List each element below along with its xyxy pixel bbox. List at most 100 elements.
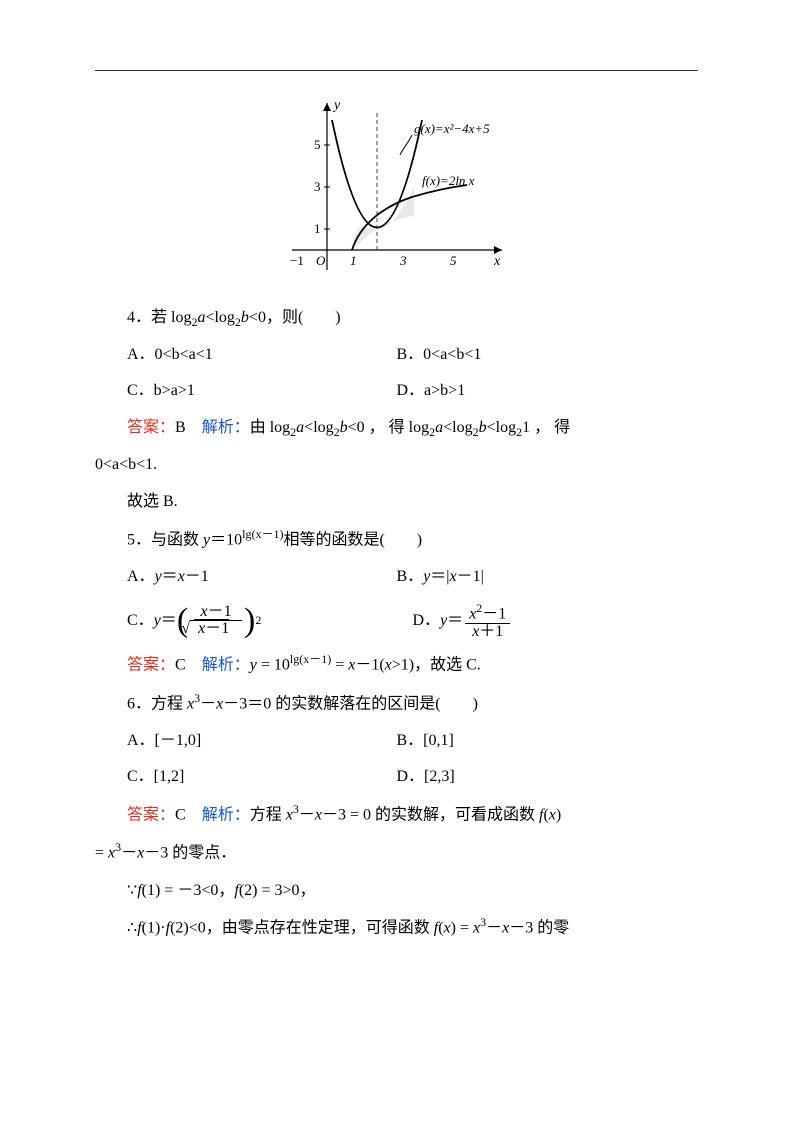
text: －3 的零 xyxy=(509,920,569,937)
text: (2) = 3>0， xyxy=(239,882,316,899)
svg-text:3: 3 xyxy=(399,253,407,268)
svg-text:g(x)=x²−4x+5: g(x)=x²−4x+5 xyxy=(414,121,490,136)
text: － xyxy=(299,807,315,824)
explain-label: 解析： xyxy=(202,419,250,436)
text: (2)<0，由零点存在性定理，可得函数 xyxy=(170,920,434,937)
text: <log xyxy=(443,419,472,436)
text: 1 ， 得 xyxy=(522,419,570,436)
q5-stem: 5．与函数 y＝10lg(x－1)相等的函数是( ) xyxy=(95,521,698,559)
q4-expl-line2: 0<a<b<1. xyxy=(95,447,698,484)
option-text: D．[2,3] xyxy=(397,768,455,785)
option-text: A．[－1,0] xyxy=(127,732,201,749)
denominator: x－1√ xyxy=(190,621,242,638)
q4-row1: A．0<b<a<1 B．0<a<b<1 xyxy=(95,337,698,374)
text: 6．方程 xyxy=(127,695,187,712)
text: ＋1 xyxy=(479,623,503,640)
sup: lg(x－1) xyxy=(242,527,283,541)
option-text: D．a>b>1 xyxy=(397,382,466,399)
answer-label: 答案： xyxy=(127,657,175,674)
text: C． xyxy=(127,612,154,630)
var: y xyxy=(250,657,257,674)
text: －1 xyxy=(208,603,232,620)
var: b xyxy=(241,309,249,326)
q6-row1: A．[－1,0] B．[0,1] xyxy=(95,723,698,760)
text: D． xyxy=(413,612,441,630)
answer-label: 答案： xyxy=(127,807,175,824)
option-text: B．0<a<b<1 xyxy=(397,346,482,363)
q5-D: D．y＝ x2－1 x＋1 xyxy=(413,602,699,641)
q6-stem: 6．方程 x3－x－3＝0 的实数解落在的区间是( ) xyxy=(95,685,698,723)
text: <0，则( ) xyxy=(249,309,341,326)
option-text: C．[1,2] xyxy=(127,768,184,785)
text: －1 xyxy=(482,605,506,622)
page: 1 3 5 −1 O 1 3 5 y x xyxy=(0,0,793,1122)
denominator: x＋1 xyxy=(465,624,510,641)
option-text: A．0<b<a<1 xyxy=(127,346,213,363)
text: ＝ xyxy=(162,568,178,585)
var: b xyxy=(479,419,487,436)
text: －3 = 0 的实数解，可看成函数 xyxy=(322,807,539,824)
paren-close-icon: ) xyxy=(244,602,255,639)
var: x xyxy=(444,920,451,937)
svg-text:1: 1 xyxy=(314,221,321,236)
text: >1)，故选 C. xyxy=(392,657,481,674)
q4-B: B．0<a<b<1 xyxy=(397,337,699,374)
q6-expl-line3: ∵f(1) = －3<0，f(2) = 3>0， xyxy=(95,873,698,910)
text: －1| xyxy=(457,568,484,585)
var: x xyxy=(315,807,322,824)
sup: lg(x－1) xyxy=(290,652,331,666)
text: <log xyxy=(304,419,333,436)
answer-value: C xyxy=(175,657,202,674)
var: a xyxy=(296,419,304,436)
text: = xyxy=(331,657,348,674)
text: <0 ， 得 log xyxy=(348,419,429,436)
answer-value: C xyxy=(175,807,202,824)
var: x xyxy=(549,807,556,824)
var: y xyxy=(154,612,161,630)
var: x xyxy=(286,807,293,824)
fraction: x2－1 x＋1 xyxy=(465,602,510,641)
text: <log xyxy=(205,309,234,326)
text: ) xyxy=(556,807,561,824)
text: 故选 B. xyxy=(127,493,178,510)
explain-label: 解析： xyxy=(202,807,250,824)
q5-A: A．y＝x－1 xyxy=(95,559,397,596)
q6-A: A．[－1,0] xyxy=(95,723,397,760)
answer-label: 答案： xyxy=(127,419,175,436)
text: －1 xyxy=(185,568,209,585)
text: －3 的零点． xyxy=(144,845,236,862)
text: － xyxy=(121,845,137,862)
text: ＝10 xyxy=(210,531,242,548)
text: －1( xyxy=(355,657,384,674)
q5-row1: A．y＝x－1 B．y＝|x－1| xyxy=(95,559,698,596)
svg-text:3: 3 xyxy=(314,179,321,194)
var: y xyxy=(440,612,447,630)
text: 由 log xyxy=(250,419,290,436)
text: － xyxy=(486,920,502,937)
text: 相等的函数是( ) xyxy=(283,531,422,548)
fraction: x－1 x－1√ xyxy=(190,604,242,639)
q6-answer-line: 答案：C 解析：方程 x3－x－3 = 0 的实数解，可看成函数 f(x) xyxy=(95,796,698,834)
text: 方程 xyxy=(250,807,286,824)
q4-answer-line: 答案：B 解析：由 log2a<log2b<0 ， 得 log2a<log2b<… xyxy=(95,410,698,447)
svg-text:−1: −1 xyxy=(290,253,304,268)
text: (1)· xyxy=(142,920,166,937)
q6-expl-line4: ∴f(1)·f(2)<0，由零点存在性定理，可得函数 f(x) = x3－x－3… xyxy=(95,909,698,947)
svg-text:y: y xyxy=(332,98,341,113)
answer-value: B xyxy=(175,419,202,436)
option-text: B．[0,1] xyxy=(397,732,454,749)
q6-D: D．[2,3] xyxy=(397,759,699,796)
q6-expl-line2: = x3－x－3 的零点． xyxy=(95,834,698,872)
text: ＝ xyxy=(161,612,177,630)
text: B． xyxy=(397,568,424,585)
svg-text:O: O xyxy=(316,253,326,268)
text: ＝ xyxy=(447,612,463,630)
q4-A: A．0<b<a<1 xyxy=(95,337,397,374)
text: <log xyxy=(487,419,516,436)
var: b xyxy=(340,419,348,436)
var: x xyxy=(201,603,208,620)
svg-text:1: 1 xyxy=(350,253,357,268)
text: (1) = －3<0， xyxy=(142,882,235,899)
text: －1 xyxy=(205,620,229,637)
q6-B: B．[0,1] xyxy=(397,723,699,760)
